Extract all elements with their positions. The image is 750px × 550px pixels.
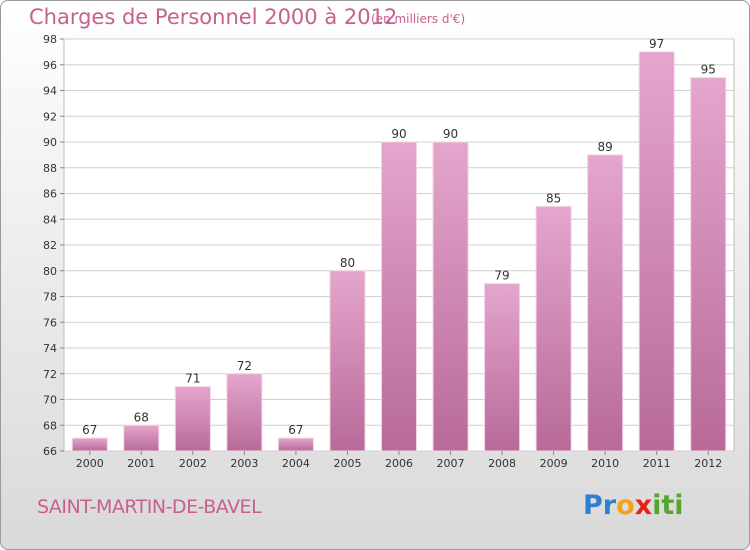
bar-2005	[329, 270, 366, 452]
bar-value-label: 68	[134, 410, 149, 424]
chart-subtitle: (en milliers d'€)	[371, 12, 466, 26]
bar-2008	[484, 283, 521, 452]
x-tick-label: 2000	[76, 457, 104, 470]
commune-name: SAINT-MARTIN-DE-BAVEL	[37, 496, 262, 518]
x-tick-label: 2001	[127, 457, 155, 470]
bar-value-label: 97	[649, 37, 664, 51]
y-tick-label: 70	[43, 394, 57, 407]
y-tick-label: 88	[43, 162, 57, 175]
y-tick-label: 80	[43, 265, 57, 278]
y-tick-label: 66	[43, 445, 57, 458]
x-tick-label: 2003	[230, 457, 258, 470]
bar-value-label: 85	[546, 191, 561, 205]
logo-letter: r	[602, 490, 617, 521]
y-tick-label: 72	[43, 368, 57, 381]
x-tick-label: 2004	[282, 457, 310, 470]
y-tick-label: 92	[43, 110, 57, 123]
y-tick-label: 68	[43, 419, 57, 432]
bar-2009	[535, 205, 572, 452]
x-tick-label: 2010	[591, 457, 619, 470]
bar-2004	[277, 437, 314, 452]
chart-title: Charges de Personnel 2000 à 2012	[29, 5, 398, 29]
bar-2002	[174, 386, 211, 452]
x-tick-label: 2009	[540, 457, 568, 470]
bar-value-label: 67	[82, 423, 97, 437]
x-tick-label: 2005	[333, 457, 361, 470]
bar-2006	[380, 141, 418, 452]
logo-letter: o	[616, 490, 635, 521]
bar-value-label: 95	[701, 63, 716, 77]
logo-letter: x	[634, 490, 653, 521]
y-axis: 66 68 70 72 74 76 78 80 82 84 86 88 90 92 94 96 98	[43, 33, 64, 458]
bar-value-label: 79	[494, 269, 509, 283]
bar-value-label: 67	[288, 423, 303, 437]
x-tick-label: 2012	[694, 457, 722, 470]
y-tick-label: 86	[43, 188, 57, 201]
y-tick-label: 84	[43, 213, 57, 226]
y-tick-label: 96	[43, 59, 57, 72]
x-tick-label: 2008	[488, 457, 516, 470]
x-tick-label: 2002	[179, 457, 207, 470]
y-tick-label: 98	[43, 33, 57, 46]
bar-value-label: 72	[237, 359, 252, 373]
y-tick-label: 90	[43, 136, 57, 149]
x-tick-label: 2007	[437, 457, 465, 470]
bar-value-label: 90	[443, 127, 458, 141]
bar-2011	[638, 51, 675, 452]
logo-letter: i	[674, 490, 684, 521]
bar-value-label: 71	[185, 372, 200, 386]
logo-letter: P	[583, 490, 603, 521]
bar-2007	[432, 141, 469, 452]
y-tick-label: 76	[43, 316, 57, 329]
bar-2001	[123, 424, 160, 452]
y-tick-label: 94	[43, 85, 57, 98]
y-tick-label: 78	[43, 291, 57, 304]
logo-letter: t	[661, 490, 675, 521]
bar-2003	[226, 373, 263, 452]
bar-2012	[690, 77, 727, 452]
bars: 67 68 71 72 67 80 90 90 79 85 89 97 95	[71, 37, 727, 452]
x-tick-label: 2006	[385, 457, 413, 470]
logo-letter: i	[652, 490, 662, 521]
bar-value-label: 80	[340, 256, 355, 270]
bar-value-label: 89	[598, 140, 613, 154]
x-axis: 2000 2001 2002 2003 2004 2005 2006 2007 2008 2009…	[76, 451, 722, 470]
proxiti-logo[interactable]: Proxiti	[583, 490, 684, 521]
y-tick-label: 82	[43, 239, 57, 252]
bar-2010	[587, 154, 624, 452]
bar-2000	[71, 437, 108, 452]
x-tick-label: 2011	[643, 457, 671, 470]
y-tick-label: 74	[43, 342, 57, 355]
bar-value-label: 90	[391, 127, 406, 141]
